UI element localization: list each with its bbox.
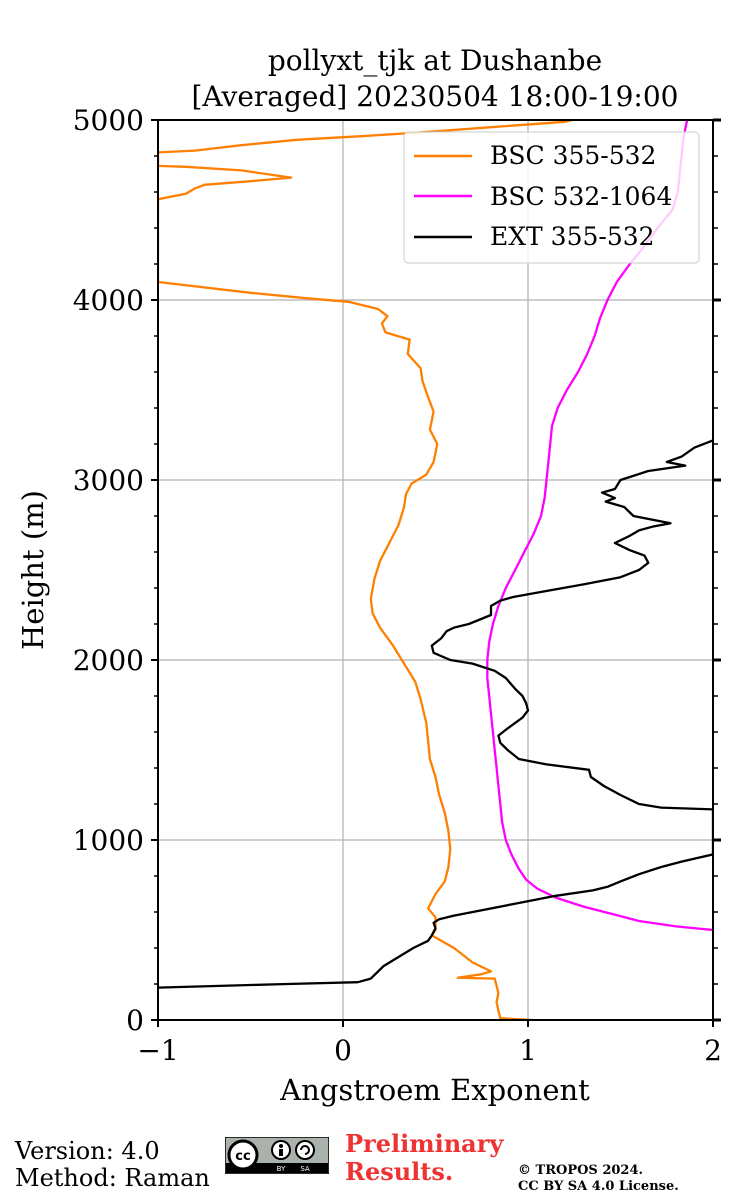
ticks — [151, 118, 721, 1027]
cc-logo-text: cc — [235, 1149, 250, 1164]
legend: BSC 355-532 BSC 532-1064 EXT 355-532 — [403, 131, 700, 264]
legend-label-bsc-532-1064: BSC 532-1064 — [490, 182, 672, 211]
copyright-line1: © TROPOS 2024. — [518, 1163, 644, 1178]
y-tick-label: 2000 — [73, 644, 144, 677]
series-line-ext-355-532 — [158, 439, 713, 989]
x-tick-label: −1 — [137, 1034, 178, 1067]
series-line-bsc-532-1064 — [486, 120, 713, 932]
legend-label-bsc-355-532: BSC 355-532 — [490, 141, 656, 170]
preliminary-line2: Results. — [345, 1157, 454, 1186]
cc-by-text: BY — [277, 1165, 286, 1173]
series-group — [158, 120, 713, 1020]
footer-info: Version: 4.0 Method: Raman — [15, 1138, 210, 1192]
preliminary-notice: Preliminary Results. — [345, 1130, 503, 1186]
x-axis-label: Angstroem Exponent — [279, 1073, 590, 1107]
legend-label-ext-355-532: EXT 355-532 — [490, 222, 655, 251]
y-tick-label: 1000 — [73, 824, 144, 857]
cc-sa-text: SA — [300, 1165, 310, 1173]
method-text: Method: Raman — [15, 1164, 210, 1192]
series-line-bsc-355-532 — [158, 120, 573, 1020]
x-tick-label: 0 — [334, 1034, 352, 1067]
plot-frame — [157, 119, 714, 1021]
x-tick-label: 1 — [519, 1034, 537, 1067]
y-tick-label: 5000 — [73, 104, 144, 137]
x-tick-label: 2 — [704, 1034, 722, 1067]
chart-title-line2: [Averaged] 20230504 18:00-19:00 — [192, 80, 679, 113]
copyright-line2: CC BY SA 4.0 License. — [518, 1179, 679, 1194]
legend-box — [403, 131, 700, 264]
y-tick-label: 3000 — [73, 464, 144, 497]
copyright-notice: © TROPOS 2024. CC BY SA 4.0 License. — [518, 1163, 679, 1195]
y-tick-label: 0 — [126, 1004, 144, 1037]
y-axis-label: Height (m) — [16, 490, 50, 650]
preliminary-line1: Preliminary — [345, 1129, 504, 1158]
cc-by-sa-license-icon: cc BY SA — [225, 1137, 329, 1174]
version-text: Version: 4.0 — [15, 1137, 160, 1165]
chart-title-line1: pollyxt_tjk at Dushanbe — [268, 44, 602, 77]
y-tick-label: 4000 — [73, 284, 144, 317]
